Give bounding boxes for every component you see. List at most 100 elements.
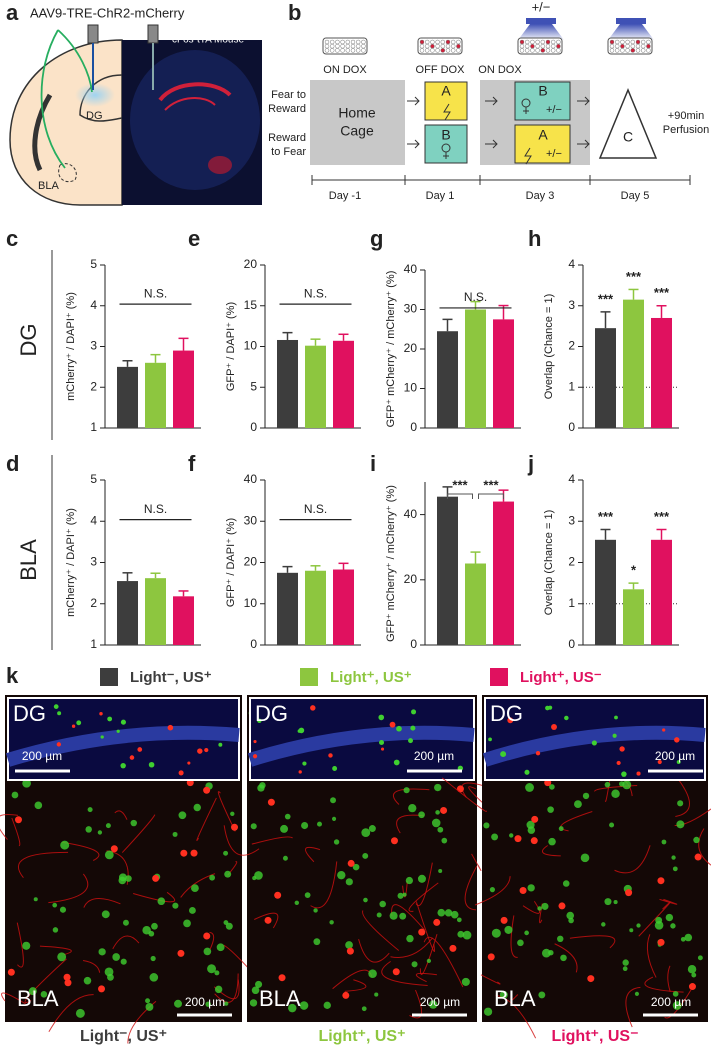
bar [145,578,166,645]
neurite [358,939,390,963]
plate-hole [545,39,551,45]
neurite [415,862,433,906]
bar [173,350,194,428]
cell [507,717,514,724]
legend-swatch [490,668,508,686]
plate-hole [640,48,646,53]
home-label: Cage [340,123,374,139]
bar [173,596,194,645]
neurite [344,979,367,992]
cell [57,952,67,962]
cell [216,943,225,952]
significance-label: *** [654,509,670,524]
cell [203,947,212,956]
cell [205,1001,211,1007]
cell [676,820,685,829]
cell [531,815,539,823]
plate-hole [361,43,366,49]
cell [558,902,566,910]
legend-label: Light⁻, US⁺ [130,669,212,686]
cell [612,733,617,738]
cell [677,800,684,807]
cell [654,920,664,930]
cell [524,769,530,775]
cell [548,705,553,710]
y-tick-label: 0 [410,420,417,434]
cell [301,822,309,830]
plate-hole [614,43,620,49]
cell [22,778,31,788]
plate-hole [640,39,646,45]
cell [374,992,379,997]
cell [120,719,126,725]
cell [75,1008,85,1018]
neurite [362,910,400,951]
cell [611,789,620,799]
significance-label: N.S. [304,502,327,516]
cell [417,874,426,883]
group-label: Fear to [271,89,306,101]
cell [56,742,62,747]
cell [317,821,322,827]
cell [517,939,524,947]
cell [396,725,402,732]
cell [499,990,508,999]
plate-hole [635,43,641,49]
cell [551,724,557,730]
cell [393,759,400,766]
cell [304,892,311,898]
cell [267,798,275,806]
cell [22,941,31,950]
cell [562,880,570,887]
cell [616,760,621,766]
inset-layer [482,725,706,767]
cell [684,933,693,942]
y-tick-label: 1 [568,596,575,610]
cell [433,918,441,926]
cell [328,753,333,758]
cell [587,975,595,983]
cell [104,850,114,860]
neurite [310,861,338,909]
light-label: +/− [546,104,562,116]
neurite [251,836,293,845]
y-tick-label: 40 [244,472,258,486]
cell [142,925,151,935]
cell [462,930,472,940]
panel-label: d [6,451,19,476]
plate-hole [545,43,551,49]
plate-hole [424,39,430,45]
cell [137,747,143,752]
plate-hole [329,43,335,49]
cell [564,715,569,721]
cell [368,825,376,833]
significance-label: *** [452,477,468,492]
cell [310,705,316,711]
cell [14,816,22,824]
cell [483,822,490,829]
y-tick-label: 15 [244,298,258,312]
neurite [254,912,279,929]
y-tick-label: 30 [244,513,258,527]
cell [434,783,442,792]
cell [680,936,686,942]
y-tick-label: 0 [250,637,257,651]
panel-label: f [188,451,196,476]
cell [120,762,126,769]
cell [288,1003,297,1013]
cell [621,771,627,777]
cell [622,966,628,972]
cell [53,704,59,710]
micrograph [441,695,711,1039]
cell [250,823,257,830]
cell [100,735,104,739]
y-tick-label: 2 [90,596,97,610]
cell [514,835,522,843]
panel-b-art [310,18,691,185]
plate-hole [424,48,430,53]
neurite [419,934,438,975]
y-tick-label: 40 [404,262,418,276]
context-label: C [623,129,633,145]
neurite [82,959,101,973]
neurite [48,994,94,1033]
